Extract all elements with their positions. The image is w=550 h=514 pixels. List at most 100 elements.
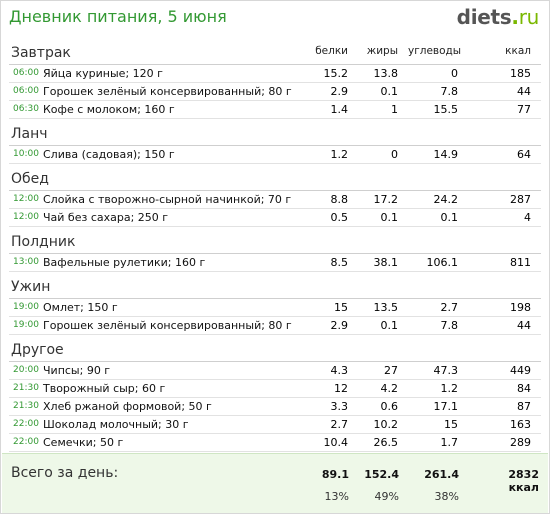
- logo-name: diets: [456, 5, 512, 29]
- entry-food: Шоколад молочный; 30 г: [43, 418, 189, 431]
- entry-kcal: 87: [517, 400, 531, 413]
- entry-protein: 3.3: [330, 400, 349, 413]
- fat-percent: 49%: [374, 490, 399, 503]
- entry-fat: 4.2: [380, 382, 399, 395]
- entry-food: Вафельные рулетики; 160 г: [43, 256, 206, 269]
- food-entry-row[interactable]: 06:00 Горошек зелёный консервированный; 8…: [9, 83, 541, 101]
- food-entry-row[interactable]: 19:00 Горошек зелёный консервированный; 8…: [9, 317, 541, 335]
- entry-fat: 26.5: [373, 436, 399, 449]
- meal-header: Полдник: [9, 232, 541, 254]
- food-entry-row[interactable]: 06:30 Кофе с молоком; 160 г 1.4 1 15.5 77: [9, 101, 541, 119]
- entry-time: 10:00: [13, 149, 39, 159]
- entry-fat: 27: [384, 364, 398, 377]
- logo-tld: ru: [518, 5, 540, 29]
- meal-header: Завтрак белки жиры углеводы ккал: [9, 43, 541, 65]
- entry-kcal: 289: [510, 436, 531, 449]
- entry-protein: 0.5: [330, 211, 349, 224]
- total-protein: 89.1: [321, 468, 349, 481]
- entry-protein: 8.8: [330, 193, 349, 206]
- entry-protein: 4.3: [330, 364, 349, 377]
- meal-section: Ланч 10:00 Слива (садовая); 150 г 1.2 0 14.9 6…: [9, 124, 541, 169]
- meal-title: Полдник: [11, 234, 76, 250]
- entry-fat: 13.8: [373, 67, 399, 80]
- meal-header: Ланч: [9, 124, 541, 146]
- entry-carbs: 47.3: [433, 364, 459, 377]
- entry-fat: 38.1: [373, 256, 399, 269]
- entry-food: Слойка с творожно-сырной начинкой; 70 г: [43, 193, 292, 206]
- entry-time: 19:00: [13, 302, 39, 312]
- entry-fat: 13.5: [373, 301, 399, 314]
- meal-title: Ужин: [11, 279, 51, 295]
- column-header-carbs: углеводы: [408, 45, 462, 57]
- daily-totals: Всего за день: 89.1 152.4 261.4 2832 кка…: [2, 453, 548, 513]
- entry-kcal: 811: [510, 256, 531, 269]
- entry-protein: 10.4: [323, 436, 349, 449]
- entry-fat: 0.6: [380, 400, 399, 413]
- entry-fat: 10.2: [373, 418, 399, 431]
- entry-carbs: 1.2: [440, 382, 459, 395]
- entry-kcal: 84: [517, 382, 531, 395]
- meal-title: Обед: [11, 171, 49, 187]
- food-entry-row[interactable]: 10:00 Слива (садовая); 150 г 1.2 0 14.9 64: [9, 146, 541, 164]
- logo-dot: .: [511, 5, 519, 29]
- meal-title: Другое: [11, 342, 64, 358]
- food-entry-row[interactable]: 06:00 Яйца куриные; 120 г 15.2 13.8 0 185: [9, 65, 541, 83]
- entry-carbs: 0: [451, 67, 458, 80]
- food-entry-row[interactable]: 22:00 Шоколад молочный; 30 г 2.7 10.2 15 163: [9, 416, 541, 434]
- entry-carbs: 17.1: [433, 400, 459, 413]
- food-entry-row[interactable]: 13:00 Вафельные рулетики; 160 г 8.5 38.1 106…: [9, 254, 541, 272]
- carbs-percent: 38%: [434, 490, 459, 503]
- entry-carbs: 7.8: [440, 85, 459, 98]
- entry-time: 12:00: [13, 194, 39, 204]
- entry-kcal: 64: [517, 148, 531, 161]
- entry-time: 19:00: [13, 320, 39, 330]
- meal-section: Завтрак белки жиры углеводы ккал 06:00 Яйца ку…: [9, 43, 541, 124]
- protein-percent: 13%: [324, 490, 349, 503]
- entry-food: Яйца куриные; 120 г: [43, 67, 163, 80]
- entry-time: 13:00: [13, 257, 39, 267]
- entry-food: Слива (садовая); 150 г: [43, 148, 175, 161]
- entry-time: 12:00: [13, 212, 39, 222]
- food-entry-row[interactable]: 19:00 Омлет; 150 г 15 13.5 2.7 198: [9, 299, 541, 317]
- food-entry-row[interactable]: 12:00 Чай без сахара; 250 г 0.5 0.1 0.1 4: [9, 209, 541, 227]
- entry-food: Чипсы; 90 г: [43, 364, 111, 377]
- food-entry-row[interactable]: 21:30 Творожный сыр; 60 г 12 4.2 1.2 84: [9, 380, 541, 398]
- meal-header: Обед: [9, 169, 541, 191]
- meal-section: Обед 12:00 Слойка с творожно-сырной начинк…: [9, 169, 541, 232]
- page-title: Дневник питания, 5 июня: [9, 7, 227, 26]
- food-entry-row[interactable]: 21:30 Хлеб ржаной формовой; 50 г 3.3 0.6 17.…: [9, 398, 541, 416]
- food-diary-table: Завтрак белки жиры углеводы ккал 06:00 Яйца ку…: [9, 43, 541, 457]
- entry-time: 06:00: [13, 68, 39, 78]
- entry-carbs: 24.2: [433, 193, 459, 206]
- entry-protein: 15: [334, 301, 348, 314]
- entry-kcal: 44: [517, 85, 531, 98]
- entry-protein: 15.2: [323, 67, 349, 80]
- meal-header: Ужин: [9, 277, 541, 299]
- entry-kcal: 44: [517, 319, 531, 332]
- entry-fat: 17.2: [373, 193, 399, 206]
- entry-kcal: 287: [510, 193, 531, 206]
- entry-carbs: 15: [444, 418, 458, 431]
- column-header-protein: белки: [315, 45, 348, 57]
- entry-kcal: 198: [510, 301, 531, 314]
- entry-protein: 2.9: [330, 319, 349, 332]
- entry-protein: 1.2: [330, 148, 349, 161]
- food-entry-row[interactable]: 22:00 Семечки; 50 г 10.4 26.5 1.7 289: [9, 434, 541, 452]
- entry-protein: 1.4: [330, 103, 349, 116]
- entry-time: 06:30: [13, 104, 39, 114]
- total-fat: 152.4: [364, 468, 399, 481]
- entry-time: 06:00: [13, 86, 39, 96]
- column-header-kcal: ккал: [505, 45, 531, 57]
- entry-carbs: 1.7: [440, 436, 459, 449]
- entry-protein: 8.5: [330, 256, 349, 269]
- entry-fat: 0.1: [380, 319, 399, 332]
- entry-carbs: 7.8: [440, 319, 459, 332]
- entry-kcal: 163: [510, 418, 531, 431]
- entry-kcal: 77: [517, 103, 531, 116]
- site-logo[interactable]: diets.ru: [456, 5, 540, 29]
- total-kcal: 2832 ккал: [508, 468, 539, 494]
- food-entry-row[interactable]: 20:00 Чипсы; 90 г 4.3 27 47.3 449: [9, 362, 541, 380]
- food-entry-row[interactable]: 12:00 Слойка с творожно-сырной начинкой; …: [9, 191, 541, 209]
- meal-title: Завтрак: [11, 45, 71, 61]
